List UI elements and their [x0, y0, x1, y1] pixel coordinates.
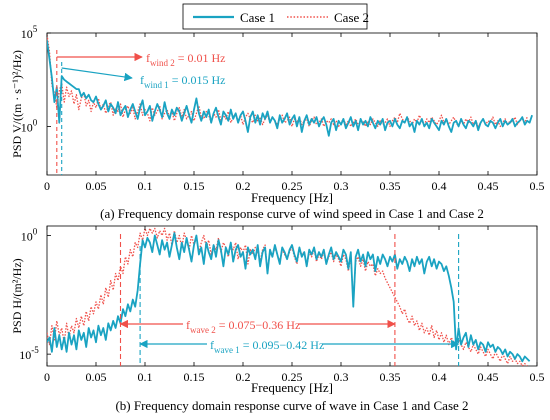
x-axis-b: 0 0.05 0.1 0.15 0.2 0.25 0.3 0.35 0.4 0.45 0.5 [44, 226, 545, 384]
series-group-b [47, 227, 531, 366]
x-tick-label: 0.4 [432, 370, 447, 384]
x-tick-label: 0.25 [282, 179, 303, 193]
annotations-b: fwave 2 = 0.075−0.36 Hz fwave 1 = 0.095−0… [119, 234, 460, 366]
x-tick-label: 0.35 [380, 179, 401, 193]
x-tick-label: 0.15 [184, 179, 205, 193]
y-tick-label: 100 [21, 226, 38, 243]
x-tick-label: 0.2 [236, 370, 251, 384]
x-tick-label: 0.2 [236, 179, 251, 193]
legend-label-case-2: Case 2 [334, 10, 369, 25]
y-tick-label: 105 [21, 24, 38, 41]
annotations-a: fwind 2 = 0.01 Hz fwind 1 = 0.015 Hz [56, 50, 226, 175]
x-tick-label: 0 [44, 370, 50, 384]
y-tick-label: 100 [21, 117, 38, 134]
x-tick-label: 0.1 [138, 179, 153, 193]
x-tick-label: 0.5 [530, 179, 545, 193]
x-tick-label: 0.45 [478, 179, 499, 193]
x-tick-label: 0.35 [380, 370, 401, 384]
y-axis-b: 10-5 100 [19, 226, 51, 362]
x-tick-label: 0.4 [432, 179, 447, 193]
legend: Case 1 Case 2 [182, 3, 369, 30]
x-tick-label: 0.3 [334, 370, 349, 384]
caption-b: (b) Frequency domain response curve of w… [115, 398, 468, 413]
annotation-label-wave-1: fwave 1 = 0.095−0.42 Hz [210, 338, 324, 355]
x-tick-label: 0.1 [138, 370, 153, 384]
x-tick-label: 0.3 [334, 179, 349, 193]
y-axis-label-a: PSD V/((m · s⁻¹)²/Hz) [10, 50, 24, 158]
y-axis-label-b: PSD H/(m²/Hz) [10, 258, 24, 333]
x-axis-label-b: Frequency [Hz] [251, 380, 333, 395]
y-axis-a: 100 105 [21, 24, 51, 134]
y-tick-label: 10-5 [19, 345, 39, 362]
series-group-a [47, 34, 533, 137]
series-line-case-2-b [47, 227, 528, 366]
series-line-case-1-b [47, 232, 531, 363]
panel-b-wave: 0 0.05 0.1 0.15 0.2 0.25 0.3 0.35 0.4 0.45 0.5 10-… [10, 225, 545, 413]
legend-label-case-1: Case 1 [240, 10, 275, 25]
series-line-case-1-a [47, 40, 533, 137]
x-tick-label: 0.05 [86, 179, 107, 193]
x-tick-label: 0.15 [184, 370, 205, 384]
annotation-label-wind-2: fwind 2 = 0.01 Hz [146, 51, 226, 68]
caption-a: (a) Frequency domain response curve of w… [100, 206, 484, 221]
arrow-wind-1 [61, 67, 133, 82]
x-tick-label: 0.5 [530, 370, 545, 384]
x-tick-label: 0 [44, 179, 50, 193]
x-tick-label: 0.05 [86, 370, 107, 384]
x-axis-a: 0 0.05 0.1 0.15 0.2 0.25 0.3 0.35 0.4 0.45 0.5 [44, 33, 545, 193]
annotation-label-wave-2: fwave 2 = 0.075−0.36 Hz [186, 318, 300, 335]
panel-a-wind-speed: 0 0.05 0.1 0.15 0.2 0.25 0.3 0.35 0.4 0.45 0.5 100… [10, 24, 545, 221]
annotation-label-wind-1: fwind 1 = 0.015 Hz [140, 73, 226, 90]
x-tick-label: 0.25 [282, 370, 303, 384]
x-tick-label: 0.45 [478, 370, 499, 384]
x-axis-label-a: Frequency [Hz] [251, 190, 333, 205]
